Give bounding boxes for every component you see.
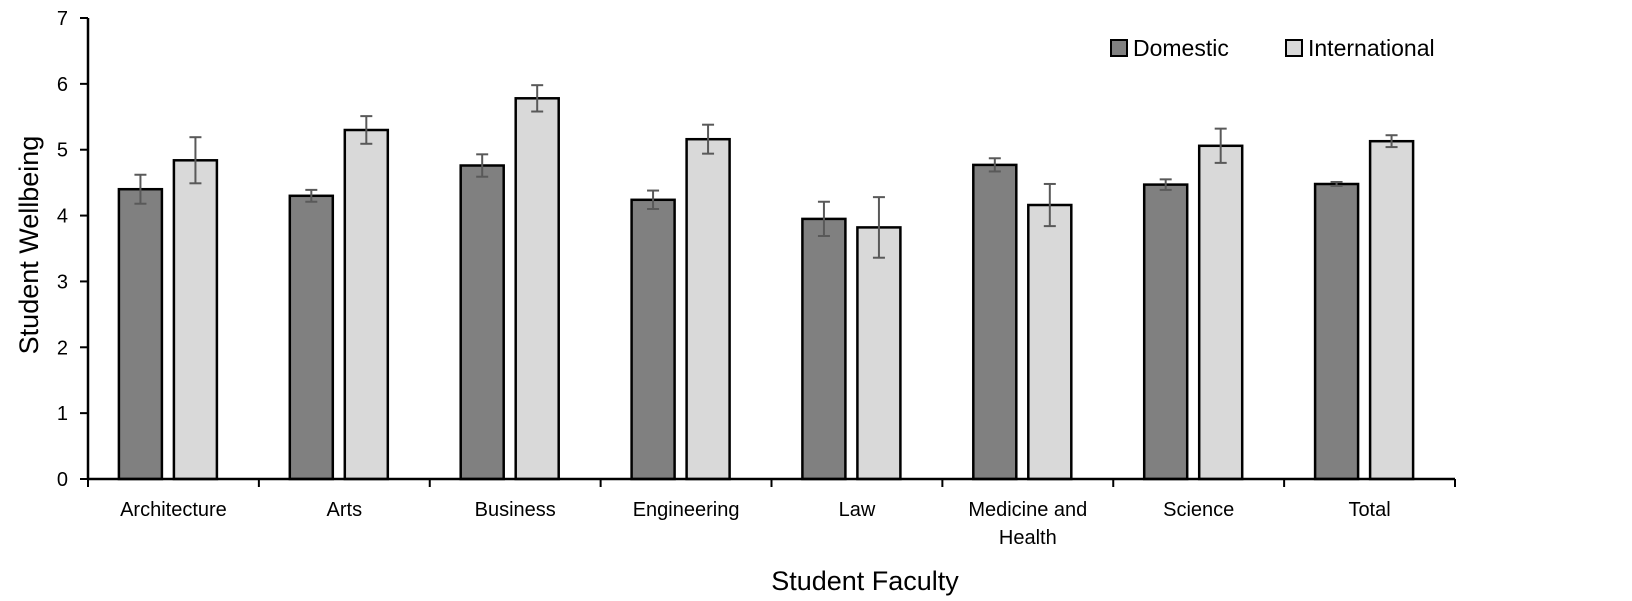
error-bar-international — [1214, 127, 1227, 164]
y-tick-label: 6 — [57, 74, 68, 96]
bar-domestic — [288, 194, 335, 481]
bar-international — [685, 137, 731, 481]
bar-international — [1197, 144, 1244, 481]
error-bar-international — [531, 84, 544, 113]
x-tick-label: Engineering — [633, 499, 740, 521]
bar-international — [343, 128, 390, 481]
x-tick-label: Architecture — [120, 499, 227, 521]
legend-swatch-domestic — [1110, 39, 1128, 57]
legend-item-domestic: Domestic — [1110, 35, 1229, 61]
bar-international — [1027, 203, 1073, 481]
bar-domestic — [1313, 182, 1360, 481]
bars-layer — [117, 84, 1415, 481]
error-bar-domestic — [1159, 178, 1172, 191]
bar-domestic — [801, 217, 847, 481]
x-axis-title: Student Faculty — [771, 566, 959, 596]
bar-international — [172, 159, 219, 481]
legend-label-domestic: Domestic — [1133, 35, 1229, 61]
legend-item-international: International — [1285, 35, 1435, 61]
x-tick-label: Law — [839, 499, 876, 521]
error-bar-international — [189, 136, 202, 185]
x-tick-label: Science — [1163, 499, 1234, 521]
y-tick-label: 0 — [57, 469, 68, 491]
x-tick-label: Medicine and Health — [968, 499, 1087, 549]
bar-domestic — [1142, 183, 1189, 481]
bar-domestic — [459, 164, 505, 481]
error-bar-domestic — [817, 200, 830, 237]
legend-swatch-international — [1285, 39, 1303, 57]
error-bar-international — [702, 123, 715, 155]
legend: Domestic International — [1110, 35, 1435, 61]
error-bar-domestic — [134, 173, 147, 205]
error-bar-international — [360, 115, 373, 145]
bar-domestic — [972, 163, 1018, 481]
bar-domestic — [630, 198, 676, 481]
legend-label-international: International — [1308, 35, 1435, 61]
x-tick-label: Business — [475, 499, 556, 521]
error-bar-international — [1385, 134, 1398, 149]
y-tick-label: 4 — [57, 206, 68, 228]
y-tick-label: 7 — [57, 8, 68, 30]
error-bar-international — [872, 196, 885, 259]
y-axis-title: Student Wellbeing — [14, 136, 44, 355]
x-tick-label: Arts — [327, 499, 363, 521]
bar-international — [1368, 139, 1415, 481]
axis-titles-layer: Student Faculty Student Wellbeing — [14, 136, 959, 596]
y-tick-label: 2 — [57, 337, 68, 359]
y-tick-label: 1 — [57, 403, 68, 425]
bar-domestic — [117, 187, 164, 481]
error-bar-international — [1043, 182, 1056, 228]
error-bar-domestic — [476, 153, 489, 178]
error-bar-domestic — [988, 157, 1001, 173]
bar-international — [856, 226, 902, 481]
tick-labels-layer: 0 1 2 3 4 5 6 7 Architecture Arts Business Engineer… — [57, 8, 1391, 549]
x-tick-label: Total — [1348, 499, 1390, 521]
y-tick-label: 3 — [57, 271, 68, 293]
y-tick-label: 5 — [57, 140, 68, 162]
axes-layer — [80, 17, 1456, 487]
error-bar-domestic — [1330, 180, 1343, 187]
error-bar-domestic — [305, 188, 318, 203]
bar-international — [514, 97, 560, 481]
error-bar-domestic — [647, 189, 660, 210]
